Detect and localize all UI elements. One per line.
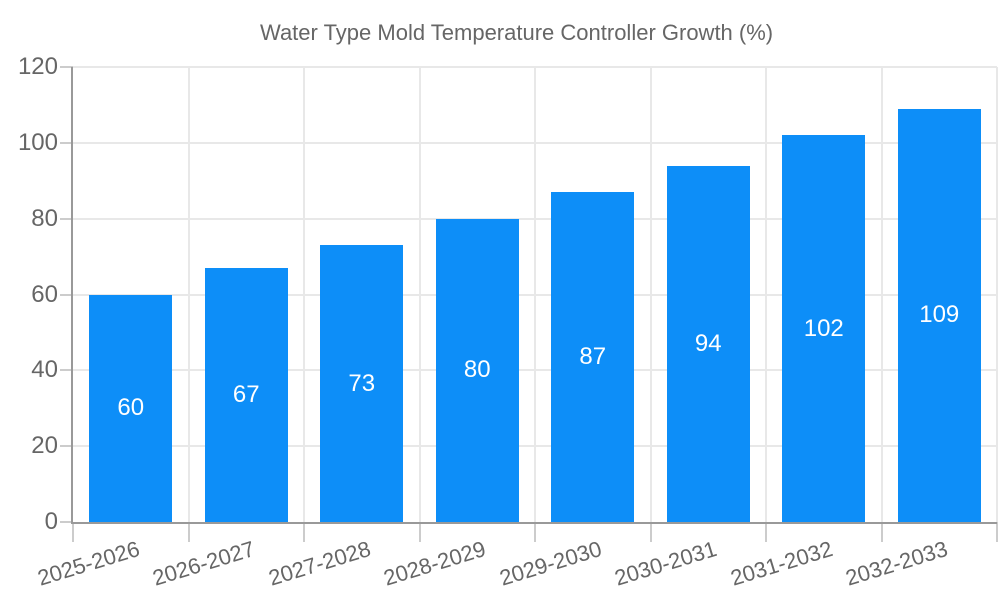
y-axis-tick-label: 80 bbox=[31, 204, 58, 232]
v-gridline bbox=[649, 67, 652, 522]
v-gridline bbox=[418, 67, 421, 522]
bar bbox=[666, 165, 750, 522]
x-axis-tick-label: 2029-2030 bbox=[496, 536, 605, 591]
x-tick-mark bbox=[649, 522, 652, 542]
x-axis-tick-label: 2027-2028 bbox=[265, 536, 374, 591]
bar bbox=[897, 108, 981, 522]
x-tick-mark bbox=[765, 522, 767, 542]
y-tick-mark bbox=[60, 445, 73, 448]
x-tick-mark bbox=[303, 522, 305, 542]
x-axis-tick-label: 2028-2029 bbox=[380, 536, 489, 591]
bar-value-label: 67 bbox=[232, 380, 260, 408]
bar-value-label: 94 bbox=[694, 329, 722, 357]
v-gridline bbox=[765, 67, 767, 522]
x-tick-mark bbox=[996, 522, 998, 542]
y-axis-tick-label: 120 bbox=[17, 53, 58, 80]
x-tick-mark bbox=[187, 522, 190, 542]
y-axis-line bbox=[71, 67, 73, 524]
x-axis-tick-label: 2026-2027 bbox=[149, 536, 258, 591]
bar bbox=[320, 245, 404, 522]
x-axis-tick-label: 2031-2032 bbox=[727, 536, 836, 591]
bar-value-label: 73 bbox=[348, 369, 376, 397]
y-axis-tick-label: 60 bbox=[31, 280, 58, 308]
v-gridline bbox=[303, 67, 305, 522]
y-tick-mark bbox=[60, 217, 73, 220]
y-tick-mark bbox=[60, 293, 73, 296]
y-axis-tick-label: 100 bbox=[17, 128, 58, 156]
x-axis-tick-label: 2030-2031 bbox=[611, 536, 720, 591]
bar bbox=[204, 267, 288, 522]
y-axis-tick-label: 40 bbox=[31, 356, 58, 384]
v-gridline bbox=[996, 67, 998, 522]
bar bbox=[435, 218, 519, 522]
x-tick-mark bbox=[72, 522, 74, 542]
v-gridline bbox=[880, 67, 883, 522]
y-tick-mark bbox=[60, 369, 73, 372]
y-tick-mark bbox=[60, 141, 73, 144]
y-axis-tick-label: 0 bbox=[44, 508, 58, 535]
bar-value-label: 87 bbox=[579, 343, 607, 371]
x-tick-mark bbox=[880, 522, 883, 542]
bar bbox=[89, 294, 173, 522]
x-tick-mark bbox=[534, 522, 536, 542]
y-tick-mark bbox=[60, 66, 73, 68]
bar-value-label: 102 bbox=[803, 314, 844, 342]
bar-value-label: 109 bbox=[919, 301, 960, 329]
bar bbox=[551, 192, 635, 522]
legend-label[interactable]: Water Type Mold Temperature Controller G… bbox=[260, 20, 774, 45]
x-axis-tick-label: 2025-2026 bbox=[34, 536, 143, 591]
x-axis-line bbox=[71, 522, 997, 524]
y-tick-mark bbox=[60, 521, 73, 523]
x-axis-tick-label: 2032-2033 bbox=[842, 536, 951, 591]
v-gridline bbox=[187, 67, 190, 522]
bar-value-label: 80 bbox=[463, 356, 491, 384]
y-axis-tick-label: 20 bbox=[31, 432, 58, 460]
x-tick-mark bbox=[418, 522, 421, 542]
v-gridline bbox=[534, 67, 536, 522]
bar-value-label: 60 bbox=[117, 394, 145, 422]
bar bbox=[782, 135, 866, 522]
